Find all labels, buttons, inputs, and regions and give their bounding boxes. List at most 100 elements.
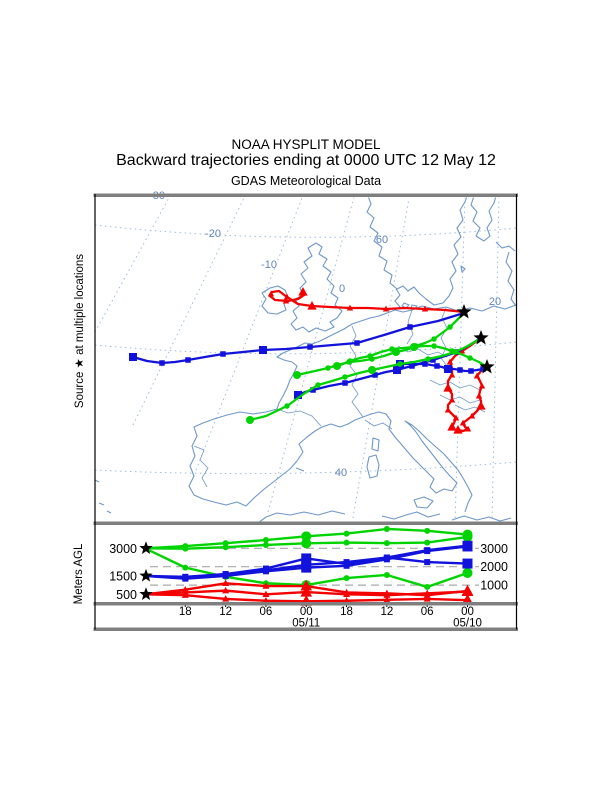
trajectory-marker-circle (315, 382, 321, 388)
alt-3000m-src2 (143, 531, 473, 552)
trajectory-line (268, 289, 466, 314)
trajectory-marker-square (294, 391, 302, 399)
trajectory-marker-circle (425, 356, 431, 362)
trajectory-marker-triangle (262, 597, 270, 604)
right-axis-label: 3000 (480, 542, 508, 556)
trajectory-marker-triangle (446, 358, 454, 365)
grid-coordinate-label: -20 (205, 228, 221, 240)
trajectory-marker-square (422, 361, 428, 367)
trajectory-marker-circle (342, 374, 348, 380)
trajectory-marker-circle (343, 530, 350, 537)
traj-500m-src1 (267, 287, 466, 314)
trajectory-marker-triangle (267, 290, 275, 297)
grid-coordinate-label: 60 (376, 234, 388, 246)
time-tick-label: 00 (461, 606, 474, 618)
traj-3000m-src3 (333, 343, 489, 370)
trajectory-marker-square (185, 357, 191, 363)
trajectory-marker-circle (383, 540, 390, 547)
trajectory-marker-circle (383, 571, 390, 578)
start-height-star (139, 568, 153, 582)
country-border (193, 445, 209, 488)
trajectory-marker-circle (262, 541, 269, 548)
trajectory-marker-square (462, 558, 473, 569)
coastline (460, 265, 466, 273)
graticule-line (95, 341, 517, 355)
frame-bar (93, 627, 518, 631)
trajectory-marker-square (222, 571, 229, 578)
trajectory-marker-square (372, 372, 378, 378)
trajectory-marker-triangle (464, 425, 472, 432)
trajectory-marker-circle (447, 324, 453, 330)
date-label: 05/10 (453, 618, 482, 630)
time-tick-label: 00 (300, 606, 313, 618)
trajectory-marker-square (424, 559, 431, 566)
source-star (456, 304, 472, 319)
trajectory-marker-triangle (222, 595, 230, 602)
map-background (95, 197, 517, 522)
traj-500m-src2 (443, 336, 483, 431)
trajectory-marker-triangle (222, 579, 230, 586)
time-tick-label: 12 (380, 606, 393, 618)
trajectory-marker-circle (347, 358, 353, 364)
graticule-line (491, 197, 500, 522)
trajectory-marker-circle (182, 545, 189, 552)
trajectory-marker-circle (467, 355, 473, 361)
trajectory-marker-square (310, 387, 316, 393)
trajectory-marker-triangle (283, 293, 291, 300)
start-height-star (139, 541, 153, 554)
coastline (470, 197, 497, 242)
trajectory-marker-circle (182, 564, 189, 571)
trajectory-marker-triangle (473, 372, 481, 379)
trajectory-marker-triangle (181, 591, 189, 598)
trajectory-marker-square (424, 548, 431, 555)
trajectory-marker-triangle (343, 590, 351, 597)
trajectory-marker-square (468, 368, 474, 374)
frame-bar (93, 193, 518, 197)
coastline (451, 515, 512, 522)
trajectory-marker-circle (449, 348, 455, 354)
coastline (290, 242, 343, 333)
trajectory-marker-circle (284, 403, 290, 409)
trajectory-marker-circle (424, 527, 431, 534)
trajectory-marker-circle (301, 531, 312, 542)
trajectory-marker-square (301, 553, 312, 564)
right-axis-label: 1000 (480, 579, 508, 593)
alt-500m-src3 (143, 591, 474, 606)
time-tick-label: 18 (340, 606, 353, 618)
trajectory-marker-triangle (475, 392, 483, 399)
grid-coordinate-label: 20 (489, 296, 501, 308)
trajectory-marker-triangle (478, 382, 486, 389)
trajectory-line (131, 311, 466, 365)
trajectory-marker-square (444, 365, 452, 373)
source-star (479, 359, 495, 374)
frame-bar (93, 521, 518, 525)
coastline (366, 454, 380, 479)
trajectory-marker-square (262, 565, 269, 572)
trajectory-marker-circle (343, 539, 350, 546)
trajectory-marker-triangle (300, 579, 313, 591)
trajectory-marker-triangle (461, 585, 474, 597)
trajectory-marker-square (383, 554, 390, 561)
coastline (413, 496, 434, 509)
coastline (261, 285, 289, 315)
trajectory-marker-triangle (383, 596, 391, 603)
time-tick-label: 06 (421, 606, 434, 618)
figure-frame (93, 193, 518, 631)
time-tick-label: 18 (179, 606, 192, 618)
right-axis-label: 2000 (480, 560, 508, 574)
trajectory-marker-triangle (443, 383, 453, 392)
country-border (364, 419, 393, 430)
trajectory-marker-square (343, 560, 350, 567)
trajectory-marker-circle (262, 537, 269, 544)
trajectory-marker-triangle (300, 585, 313, 597)
trajectory-marker-triangle (222, 586, 230, 594)
left-start-label: 1500 (109, 569, 137, 583)
grid-coordinate-label: -10 (261, 259, 277, 271)
trajectory-marker-square (457, 367, 463, 373)
trajectory-marker-triangle (282, 297, 290, 304)
trajectory-marker-triangle (346, 304, 354, 311)
trajectory-marker-square (159, 360, 165, 366)
graticule-line (95, 197, 170, 333)
